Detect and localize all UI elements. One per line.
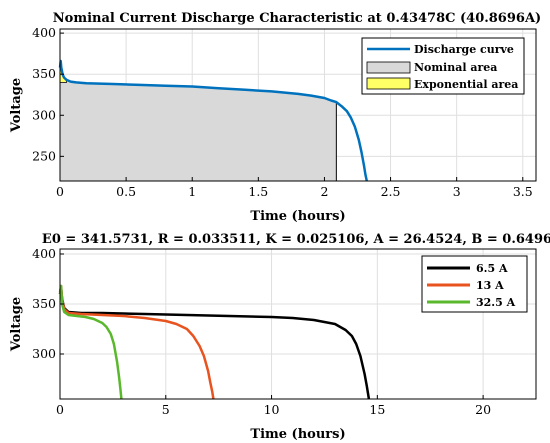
x-tick-label: 3.5 <box>513 184 533 199</box>
chart-1-y-label: Voltage <box>9 78 24 133</box>
legend-nominal-swatch <box>366 61 411 74</box>
legend-exponential-label: Exponential area <box>414 78 518 91</box>
chart-1-x-ticks: 0 0.5 1 1.5 2 2.5 3 3.5 <box>56 177 533 199</box>
x-tick-label: 3 <box>453 184 461 199</box>
y-tick-label: 300 <box>32 107 56 122</box>
x-tick-label: 2 <box>320 184 328 199</box>
chart-2-x-label: Time (hours) <box>250 427 345 442</box>
y-tick-label: 250 <box>32 148 56 163</box>
legend-nominal-label: Nominal area <box>414 61 497 74</box>
series-line-discharge-curve <box>58 59 369 182</box>
chart-1: Nominal Current Discharge Characteristic… <box>9 11 541 224</box>
chart-1-title: Nominal Current Discharge Characteristic… <box>53 11 541 26</box>
series-line-6-5-a <box>58 286 371 400</box>
x-tick-label: 15 <box>369 402 385 417</box>
x-tick-label: 0.5 <box>116 184 136 199</box>
x-tick-label: 2.5 <box>381 184 401 199</box>
chart-1-legend: Discharge curve Nominal area Exponential… <box>361 37 525 95</box>
y-tick-label: 400 <box>32 25 56 40</box>
legend-discharge-label: Discharge curve <box>414 43 514 56</box>
chart-2-plot-frame <box>59 248 537 400</box>
y-tick-label: 350 <box>32 66 56 81</box>
chart-1-x-label: Time (hours) <box>250 209 345 224</box>
y-tick-label: 350 <box>32 296 56 311</box>
chart-2-y-label: Voltage <box>9 297 24 352</box>
series-line-13-a <box>58 284 215 400</box>
chart-1-plot-frame <box>59 28 537 182</box>
chart-1-y-ticks: 250 300 350 400 <box>32 25 64 163</box>
legend-13a-label: 13 A <box>476 279 504 292</box>
legend-32-5a-label: 32.5 A <box>476 296 516 309</box>
x-tick-label: 20 <box>475 402 491 417</box>
x-tick-label: 0 <box>56 402 64 417</box>
x-tick-label: 0 <box>56 184 64 199</box>
chart-2-legend: 6.5 A 13 A 32.5 A <box>421 255 528 313</box>
chart-2-y-ticks: 300 350 400 <box>32 246 64 361</box>
chart-2-x-ticks: 0 5 10 15 20 <box>56 395 491 417</box>
y-tick-label: 400 <box>32 246 56 261</box>
chart-2-series <box>58 284 371 400</box>
chart-1-series <box>58 59 369 182</box>
x-tick-label: 1 <box>188 184 196 199</box>
x-tick-label: 5 <box>162 402 170 417</box>
series-line-32-5-a <box>58 284 123 400</box>
model-parameters-text: E0 = 341.5731, R = 0.033511, K = 0.02510… <box>42 232 550 247</box>
x-tick-label: 1.5 <box>248 184 268 199</box>
chart-1-areas <box>59 61 337 181</box>
x-tick-label: 10 <box>264 402 280 417</box>
nominal-area <box>60 61 337 181</box>
y-tick-label: 300 <box>32 346 56 361</box>
legend-6-5a-label: 6.5 A <box>476 262 508 275</box>
legend-exponential-swatch <box>366 77 411 90</box>
